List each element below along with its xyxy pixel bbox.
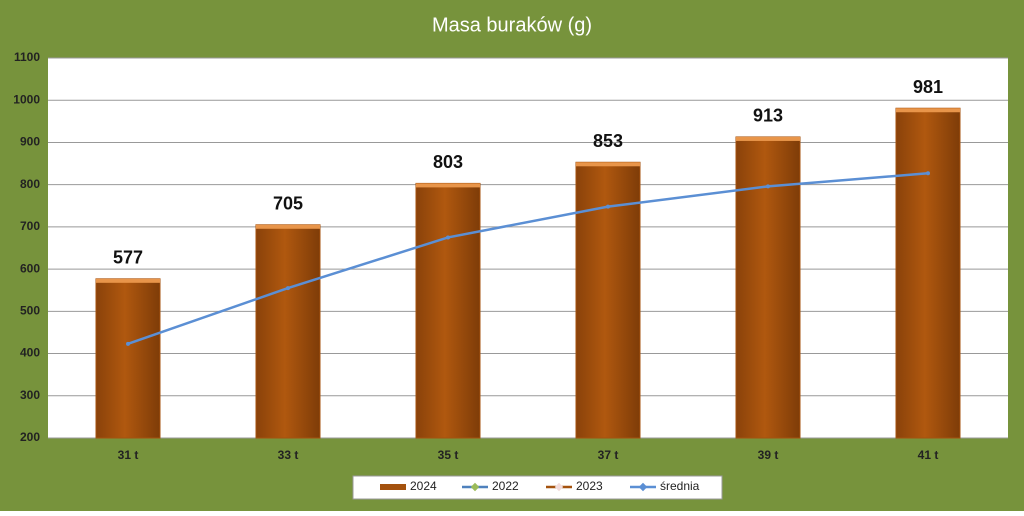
legend-label: 2024 bbox=[410, 479, 437, 493]
data-label: 705 bbox=[273, 194, 303, 214]
marker bbox=[446, 235, 450, 240]
x-tick-label: 33 t bbox=[278, 448, 299, 462]
legend-swatch bbox=[380, 484, 406, 490]
bar-top bbox=[896, 108, 960, 113]
legend-label: średnia bbox=[660, 479, 700, 493]
bar bbox=[255, 224, 321, 439]
legend-marker bbox=[554, 482, 564, 492]
x-tick-label: 31 t bbox=[118, 448, 139, 462]
bar-top bbox=[416, 183, 480, 188]
legend-marker bbox=[638, 482, 648, 492]
bar-top bbox=[576, 162, 640, 167]
bar bbox=[415, 182, 481, 439]
chart-title: Masa buraków (g) bbox=[432, 14, 592, 36]
y-tick-label: 800 bbox=[20, 177, 40, 191]
y-tick-label: 400 bbox=[20, 346, 40, 360]
marker bbox=[606, 204, 610, 209]
bar bbox=[95, 278, 161, 439]
legend-label: 2022 bbox=[492, 479, 519, 493]
y-tick-label: 700 bbox=[20, 219, 40, 233]
y-tick-label: 1000 bbox=[13, 92, 40, 106]
data-label: 981 bbox=[913, 77, 943, 97]
y-tick-label: 500 bbox=[20, 304, 40, 318]
y-tick-label: 600 bbox=[20, 261, 40, 275]
x-tick-label: 39 t bbox=[758, 448, 779, 462]
bar-top bbox=[96, 278, 160, 283]
data-label: 913 bbox=[753, 106, 783, 126]
data-label: 853 bbox=[593, 131, 623, 151]
legend bbox=[352, 475, 723, 500]
data-label: 803 bbox=[433, 152, 463, 172]
marker bbox=[286, 286, 290, 291]
bar bbox=[895, 107, 961, 439]
legend-marker bbox=[470, 482, 480, 492]
y-tick-label: 300 bbox=[20, 388, 40, 402]
y-tick-label: 900 bbox=[20, 135, 40, 149]
x-tick-label: 35 t bbox=[438, 448, 459, 462]
marker bbox=[126, 341, 130, 346]
marker bbox=[766, 184, 770, 189]
line bbox=[127, 172, 929, 346]
y-tick-label: 200 bbox=[20, 430, 40, 444]
marker bbox=[926, 171, 930, 176]
bar-top bbox=[256, 224, 320, 229]
bar-top bbox=[736, 136, 800, 141]
legend-label: 2023 bbox=[576, 479, 603, 493]
y-tick-label: 1100 bbox=[14, 50, 40, 64]
plot-area bbox=[48, 58, 1008, 438]
x-tick-label: 37 t bbox=[598, 448, 619, 462]
data-label: 577 bbox=[113, 248, 143, 268]
bar bbox=[735, 136, 801, 439]
x-tick-label: 41 t bbox=[918, 448, 939, 462]
